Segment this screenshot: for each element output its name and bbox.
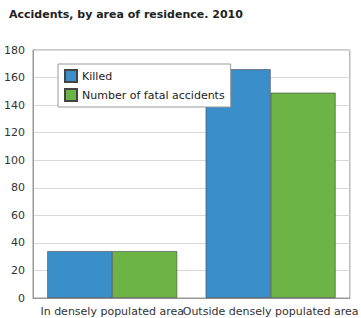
svg-text:140: 140 (4, 99, 25, 112)
svg-text:Number of fatal accidents: Number of fatal accidents (82, 89, 225, 102)
svg-text:80: 80 (11, 181, 25, 194)
svg-text:120: 120 (4, 126, 25, 139)
svg-text:160: 160 (4, 71, 25, 84)
svg-text:Outside densely populated area: Outside densely populated area (183, 305, 359, 318)
svg-text:0: 0 (18, 292, 25, 305)
svg-text:In densely populated area: In densely populated area (40, 305, 184, 318)
svg-text:20: 20 (11, 264, 25, 277)
svg-text:Accidents, by area of residenc: Accidents, by area of residence. 2010 (9, 8, 243, 21)
svg-text:40: 40 (11, 236, 25, 249)
svg-text:180: 180 (4, 44, 25, 57)
svg-text:Killed: Killed (82, 70, 112, 83)
svg-text:100: 100 (4, 154, 25, 167)
svg-text:60: 60 (11, 209, 25, 222)
